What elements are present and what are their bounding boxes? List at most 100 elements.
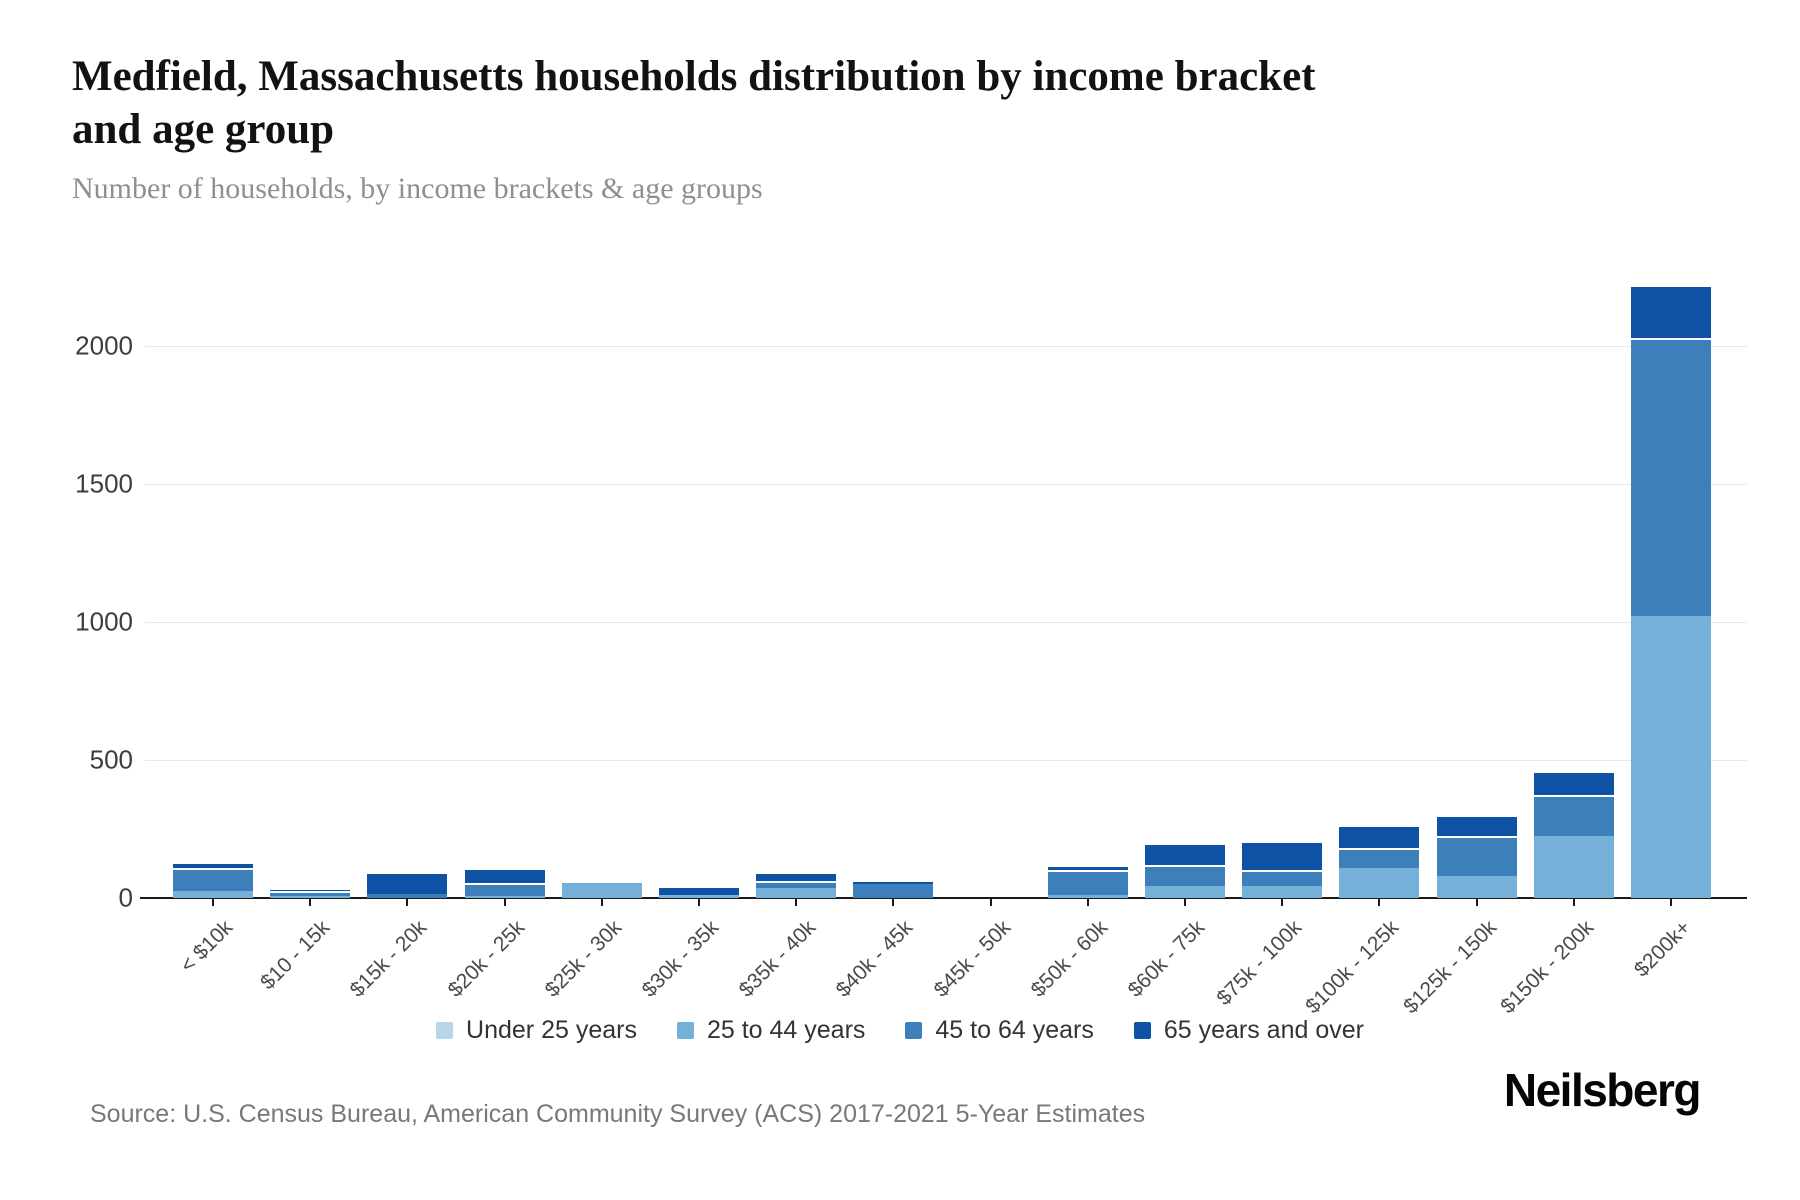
bar-segment[interactable] xyxy=(270,888,351,891)
legend-label: Under 25 years xyxy=(466,1016,637,1044)
bar-segment[interactable] xyxy=(1339,824,1420,849)
gridline xyxy=(145,346,1747,347)
bar-segment[interactable] xyxy=(1339,867,1420,898)
legend: Under 25 years 25 to 44 years 45 to 64 yea… xyxy=(0,1016,1800,1045)
bar-segment[interactable] xyxy=(464,883,545,896)
bar-segment[interactable] xyxy=(659,894,739,898)
x-axis-tick xyxy=(309,899,312,906)
brand-logo[interactable]: Neilsberg xyxy=(1503,1064,1702,1116)
bar-segment[interactable] xyxy=(853,883,934,898)
bar-segment[interactable] xyxy=(1145,885,1225,898)
bar-segment[interactable] xyxy=(1436,815,1517,836)
x-axis-tick xyxy=(698,899,700,906)
y-tick-label: 1500 xyxy=(75,468,133,499)
x-axis-tick xyxy=(795,899,798,906)
legend-item[interactable]: Under 25 years xyxy=(436,1016,637,1045)
x-axis-tick xyxy=(892,899,895,906)
source-note: Source: U.S. Census Bureau, American Com… xyxy=(90,1100,1146,1128)
x-axis-tick xyxy=(1378,899,1381,906)
bar-100k-125k xyxy=(1339,824,1420,898)
x-axis-tick xyxy=(1281,899,1284,906)
bar-75k-100k xyxy=(1242,841,1323,898)
bar-segment[interactable] xyxy=(659,885,739,895)
bar-segment[interactable] xyxy=(756,872,837,882)
bar-segment[interactable] xyxy=(1242,841,1323,871)
x-axis-tick xyxy=(503,899,506,906)
bar-segment[interactable] xyxy=(464,895,545,898)
bar-60k-75k xyxy=(1145,842,1225,898)
chart-title: Medfield, Massachusetts households distr… xyxy=(72,50,1316,157)
y-tick-label: 2000 xyxy=(75,330,133,361)
x-axis-tick xyxy=(1670,899,1672,906)
bar-segment[interactable] xyxy=(1631,285,1711,338)
bar-segment[interactable] xyxy=(464,868,545,884)
bar-segment[interactable] xyxy=(1533,771,1614,795)
bar-segment[interactable] xyxy=(367,871,448,894)
bar-segment[interactable] xyxy=(1242,870,1323,886)
bar-segment[interactable] xyxy=(1436,875,1517,898)
gridline xyxy=(145,484,1747,485)
bar-150k-200k xyxy=(1533,771,1614,898)
chart-title-line1: Medfield, Massachusetts households distr… xyxy=(72,53,1316,100)
x-axis-tick xyxy=(1184,899,1186,906)
bar-segment[interactable] xyxy=(561,882,642,898)
bar-segment[interactable] xyxy=(173,862,253,868)
y-tick-label: 1000 xyxy=(75,606,133,637)
bar-segment[interactable] xyxy=(270,895,351,898)
bar-segment[interactable] xyxy=(1145,842,1225,865)
bar-segment[interactable] xyxy=(367,893,448,898)
bar-35k-40k xyxy=(756,872,837,898)
bar-segment[interactable] xyxy=(853,879,934,884)
bar-30k-35k xyxy=(659,885,739,898)
x-axis-tick xyxy=(989,899,992,906)
bar-segment[interactable] xyxy=(1533,794,1614,836)
bar-10k xyxy=(173,862,253,898)
bar-10-15k xyxy=(270,888,351,898)
x-axis-tick xyxy=(600,899,603,906)
legend-swatch-icon xyxy=(436,1022,454,1039)
legend-swatch-icon xyxy=(1133,1022,1151,1039)
bar-segment[interactable] xyxy=(1631,616,1711,898)
bar-125k-150k xyxy=(1436,815,1517,898)
bar-25k-30k xyxy=(561,882,642,898)
bar-segment[interactable] xyxy=(1533,835,1614,898)
bar-segment[interactable] xyxy=(1047,864,1128,870)
legend-swatch-icon xyxy=(905,1022,923,1039)
bar-segment[interactable] xyxy=(756,881,837,889)
legend-label: 45 to 64 years xyxy=(935,1016,1094,1044)
x-axis-tick xyxy=(1572,899,1575,906)
bar-40k-45k xyxy=(853,879,934,898)
bar-segment[interactable] xyxy=(1242,885,1323,898)
bar-segment[interactable] xyxy=(173,867,253,892)
bar-segment[interactable] xyxy=(1145,864,1225,886)
x-axis-tick xyxy=(212,899,214,906)
gridline xyxy=(145,760,1747,761)
bar-segment[interactable] xyxy=(270,890,351,896)
x-axis-tick xyxy=(406,899,409,906)
bar-segment[interactable] xyxy=(1631,337,1711,617)
bar-segment[interactable] xyxy=(756,888,837,898)
legend-label: 25 to 44 years xyxy=(706,1016,866,1044)
bar-200k xyxy=(1631,285,1711,898)
bar-segment[interactable] xyxy=(1047,869,1128,895)
bar-segment[interactable] xyxy=(1047,894,1128,898)
chart-subtitle: Number of households, by income brackets… xyxy=(72,172,763,205)
chart-title-line2: and age group xyxy=(72,106,335,154)
bar-15k-20k xyxy=(367,871,448,898)
bar-50k-60k xyxy=(1047,864,1128,898)
x-axis-tick xyxy=(1086,899,1089,906)
bar-segment[interactable] xyxy=(1339,848,1420,868)
legend-item[interactable]: 25 to 44 years xyxy=(676,1016,866,1045)
bar-segment[interactable] xyxy=(173,891,253,898)
x-axis-tick xyxy=(1475,899,1478,906)
x-axis-line xyxy=(140,897,1747,899)
legend-label: 65 years and over xyxy=(1163,1016,1364,1044)
legend-item[interactable]: 45 to 64 years xyxy=(905,1016,1094,1045)
legend-item[interactable]: 65 years and over xyxy=(1133,1016,1364,1045)
y-tick-label: 500 xyxy=(89,744,133,775)
bar-20k-25k xyxy=(464,868,545,898)
bar-segment[interactable] xyxy=(1436,835,1517,876)
legend-swatch-icon xyxy=(676,1022,694,1039)
gridline xyxy=(145,622,1747,623)
